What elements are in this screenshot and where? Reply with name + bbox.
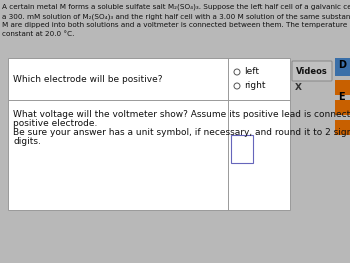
Text: A certain metal M forms a soluble sulfate salt M₂(SO₄)₃. Suppose the left half c: A certain metal M forms a soluble sulfat… <box>2 4 350 11</box>
FancyBboxPatch shape <box>292 61 332 81</box>
Text: Videos: Videos <box>296 67 328 75</box>
Text: D: D <box>338 60 346 70</box>
Text: constant at 20.0 °C.: constant at 20.0 °C. <box>2 31 74 37</box>
Circle shape <box>234 83 240 89</box>
Text: Be sure your answer has a unit symbol, if necessary, and round it to 2 significa: Be sure your answer has a unit symbol, i… <box>13 128 350 137</box>
FancyBboxPatch shape <box>231 135 253 163</box>
Text: Which electrode will be positive?: Which electrode will be positive? <box>13 74 162 83</box>
FancyBboxPatch shape <box>8 58 290 210</box>
FancyBboxPatch shape <box>335 80 350 95</box>
Circle shape <box>234 69 240 75</box>
Text: positive electrode.: positive electrode. <box>13 119 97 128</box>
Text: right: right <box>244 82 266 90</box>
Text: What voltage will the voltmeter show? Assume its positive lead is connected to t: What voltage will the voltmeter show? As… <box>13 110 350 119</box>
Text: digits.: digits. <box>13 137 41 146</box>
Text: a 300. mM solution of M₂(SO₄)₃ and the right half cell with a 3.00 M solution of: a 300. mM solution of M₂(SO₄)₃ and the r… <box>2 13 350 19</box>
Text: X: X <box>294 83 301 93</box>
Text: E: E <box>338 92 345 102</box>
FancyBboxPatch shape <box>335 120 350 135</box>
FancyBboxPatch shape <box>335 100 350 115</box>
FancyBboxPatch shape <box>335 58 350 76</box>
Text: M are dipped into both solutions and a voltmeter is connected between them. The : M are dipped into both solutions and a v… <box>2 22 350 28</box>
Text: left: left <box>244 68 259 77</box>
